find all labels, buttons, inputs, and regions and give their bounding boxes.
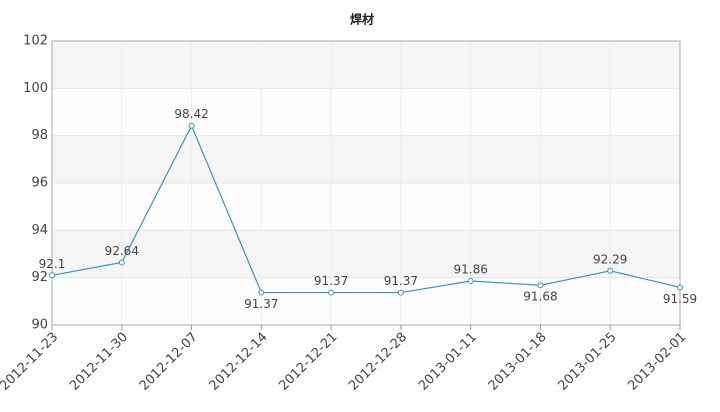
data-label: 92.64 xyxy=(105,244,139,258)
x-tick-label: 2013-01-11 xyxy=(416,330,480,394)
x-tick-label: 2013-01-18 xyxy=(486,330,550,394)
chart-title: 焊材 xyxy=(350,12,374,27)
grid-band xyxy=(52,230,680,278)
series-line xyxy=(51,124,681,294)
data-point xyxy=(397,289,404,296)
data-label: 92.1 xyxy=(39,257,66,271)
x-tick-label: 2012-12-14 xyxy=(207,330,271,394)
data-point xyxy=(328,289,335,296)
y-tick-label: 100 xyxy=(23,81,48,96)
data-point xyxy=(467,277,474,284)
x-tick-label: 2012-11-23 xyxy=(0,330,61,394)
x-tick-label: 2013-02-01 xyxy=(625,330,689,394)
data-point xyxy=(677,284,683,291)
data-point xyxy=(49,272,55,279)
y-tick-label: 102 xyxy=(23,34,48,49)
data-point xyxy=(537,282,544,289)
grid-band xyxy=(52,41,680,89)
data-point xyxy=(188,122,195,129)
grid-band xyxy=(52,135,680,183)
data-point xyxy=(258,289,265,296)
data-label: 98.42 xyxy=(174,107,208,121)
data-point xyxy=(118,259,125,266)
data-point xyxy=(607,267,614,274)
plot-border xyxy=(51,40,681,326)
data-label: 91.68 xyxy=(523,290,557,304)
y-tick-label: 94 xyxy=(31,223,48,238)
data-label: 91.37 xyxy=(384,274,418,288)
y-tick-label: 96 xyxy=(31,176,48,191)
y-tick-label: 98 xyxy=(31,128,48,143)
x-tick-label: 2012-12-28 xyxy=(346,330,410,394)
x-tick-label: 2012-11-30 xyxy=(67,330,131,394)
data-label: 92.29 xyxy=(593,252,627,266)
data-label: 91.86 xyxy=(453,262,487,276)
data-label: 91.37 xyxy=(244,297,278,311)
y-tick-label: 92 xyxy=(31,270,48,285)
x-tick-label: 2012-12-21 xyxy=(276,330,340,394)
data-label: 91.59 xyxy=(663,292,697,306)
x-tick-label: 2013-01-25 xyxy=(555,330,619,394)
data-label: 91.37 xyxy=(314,274,348,288)
x-tick-label: 2012-12-07 xyxy=(137,330,201,394)
y-tick-label: 90 xyxy=(31,318,48,333)
